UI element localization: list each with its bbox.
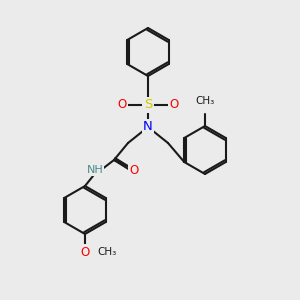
Text: O: O <box>117 98 127 112</box>
Text: O: O <box>169 98 178 112</box>
Text: CH₃: CH₃ <box>195 96 214 106</box>
Text: O: O <box>129 164 139 178</box>
Text: NH: NH <box>87 165 103 175</box>
Text: CH₃: CH₃ <box>97 247 116 257</box>
Text: N: N <box>143 121 153 134</box>
Text: S: S <box>144 98 152 112</box>
Text: O: O <box>80 245 90 259</box>
